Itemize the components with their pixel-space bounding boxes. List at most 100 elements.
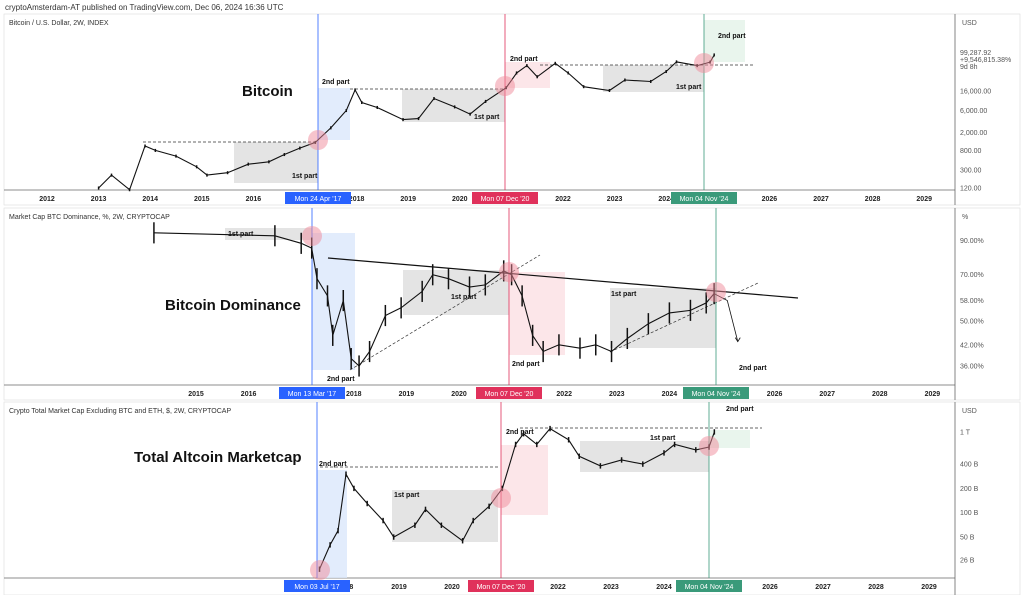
y-tick-label: 70.00% bbox=[960, 272, 984, 279]
x-tick-label: 2026 bbox=[762, 196, 778, 203]
panel-frame bbox=[3, 13, 1021, 206]
x-tick-label: 2018 bbox=[346, 391, 362, 398]
annotation-label: 2nd part bbox=[327, 376, 355, 383]
y-tick-label: 16,000.00 bbox=[960, 89, 991, 96]
date-marker-label: Mon 04 Nov '24 bbox=[685, 584, 734, 591]
y-tick-label: 42.00% bbox=[960, 342, 984, 349]
date-marker-label: Mon 13 Mar '17 bbox=[288, 391, 337, 398]
x-tick-label: 2024 bbox=[658, 196, 674, 203]
date-marker-tag bbox=[683, 387, 749, 399]
y-tick-label: 50.00% bbox=[960, 318, 984, 325]
y-tick-label: 400 B bbox=[960, 462, 979, 469]
y-tick-label: 36.00% bbox=[960, 364, 984, 371]
publish-header: cryptoAmsterdam-AT published on TradingV… bbox=[5, 3, 284, 12]
annotation-label: 2nd part bbox=[739, 365, 767, 372]
y-tick-label: 800.00 bbox=[960, 148, 982, 155]
date-marker-tag bbox=[676, 580, 742, 592]
bar-countdown-label: 9d 8h bbox=[960, 64, 978, 71]
panel-altcoin: Crypto Total Market Cap Excluding BTC an… bbox=[3, 401, 1021, 595]
date-marker-label: Mon 03 Jul '17 bbox=[294, 584, 339, 591]
x-tick-label: 2019 bbox=[391, 584, 407, 591]
date-marker-tag bbox=[671, 192, 737, 204]
x-tick-label: 2022 bbox=[555, 196, 571, 203]
annotation-label: 2nd part bbox=[512, 361, 540, 368]
highlight-circle bbox=[499, 262, 519, 282]
highlight-circle bbox=[308, 130, 328, 150]
annotation-box bbox=[580, 441, 709, 472]
annotation-box bbox=[392, 490, 498, 542]
date-marker-tag bbox=[476, 387, 542, 399]
x-tick-label: 2012 bbox=[39, 196, 55, 203]
y-tick-label: 58.00% bbox=[960, 298, 984, 305]
symbol-label: Crypto Total Market Cap Excluding BTC an… bbox=[9, 408, 231, 415]
y-tick-label: 50 B bbox=[960, 535, 975, 542]
arrow-head-icon bbox=[734, 337, 741, 343]
date-marker-tag bbox=[472, 192, 538, 204]
x-tick-label: 2022 bbox=[550, 584, 566, 591]
x-tick-label: 2019 bbox=[399, 391, 415, 398]
price-axis-unit: USD bbox=[962, 408, 977, 415]
x-tick-label: 2014 bbox=[142, 196, 158, 203]
date-marker-label: Mon 04 Nov '24 bbox=[692, 391, 741, 398]
annotation-label: 1st part bbox=[676, 84, 702, 91]
last-change-label: +9,546,815.38% bbox=[960, 57, 1011, 64]
annotation-label: 2nd part bbox=[718, 33, 746, 40]
x-tick-label: 2027 bbox=[815, 584, 831, 591]
date-marker-tag bbox=[279, 387, 345, 399]
annotation-box bbox=[403, 270, 509, 315]
highlight-circle bbox=[310, 560, 330, 580]
x-tick-label: 2028 bbox=[865, 196, 881, 203]
annotation-label: 2nd part bbox=[506, 429, 534, 436]
x-tick-label: 2023 bbox=[609, 391, 625, 398]
x-tick-label: 2028 bbox=[868, 584, 884, 591]
annotation-label: 1st part bbox=[292, 173, 318, 180]
x-tick-label: 2029 bbox=[925, 391, 941, 398]
panel-bitcoin: Bitcoin / U.S. Dollar, 2W, INDEX 1st part… bbox=[3, 13, 1021, 206]
x-tick-label: 2027 bbox=[813, 196, 829, 203]
date-marker-tag bbox=[468, 580, 534, 592]
date-marker-tag bbox=[285, 192, 351, 204]
x-tick-label: 2023 bbox=[607, 196, 623, 203]
annotation-label: 1st part bbox=[394, 492, 420, 499]
x-tick-label: 2018 bbox=[349, 196, 365, 203]
annotation-box bbox=[312, 233, 355, 370]
annotation-label: 2nd part bbox=[322, 79, 350, 86]
y-tick-label: 100 B bbox=[960, 510, 979, 517]
highlight-circle bbox=[491, 488, 511, 508]
annotation-label: 1st part bbox=[474, 114, 500, 121]
annotation-label: 1st part bbox=[611, 291, 637, 298]
date-marker-label: Mon 24 Apr '17 bbox=[295, 196, 342, 203]
x-tick-label: 2024 bbox=[656, 584, 672, 591]
annotation-label: 1st part bbox=[228, 231, 254, 238]
x-tick-label: 2019 bbox=[400, 196, 416, 203]
x-tick-label: 2020 bbox=[452, 196, 468, 203]
x-tick-label: 2026 bbox=[762, 584, 778, 591]
x-tick-label: 2026 bbox=[767, 391, 783, 398]
chart-title: Total Altcoin Marketcap bbox=[134, 449, 302, 466]
y-tick-label: 90.00% bbox=[960, 238, 984, 245]
annotation-box bbox=[234, 142, 318, 183]
y-tick-label: 300.00 bbox=[960, 167, 982, 174]
x-tick-label: 8 bbox=[349, 584, 353, 591]
y-tick-label: 1 T bbox=[960, 429, 971, 436]
y-tick-label: 6,000.00 bbox=[960, 108, 987, 115]
date-marker-label: Mon 04 Nov '24 bbox=[680, 196, 729, 203]
x-tick-label: 2022 bbox=[556, 391, 572, 398]
price-series-line bbox=[98, 54, 715, 191]
x-tick-label: 2028 bbox=[872, 391, 888, 398]
symbol-label: Market Cap BTC Dominance, %, 2W, CRYPTOC… bbox=[9, 214, 170, 221]
x-tick-label: 2015 bbox=[194, 196, 210, 203]
last-price-label: 99,287.92 bbox=[960, 50, 991, 57]
x-tick-label: 2016 bbox=[241, 391, 257, 398]
highlight-circle bbox=[706, 282, 726, 302]
date-marker-tag bbox=[284, 580, 350, 592]
x-tick-label: 2024 bbox=[662, 391, 678, 398]
y-tick-label: 200 B bbox=[960, 486, 979, 493]
annotation-label: 2nd part bbox=[319, 461, 347, 468]
annotation-label: 2nd part bbox=[726, 406, 754, 413]
y-tick-label: 2,000.00 bbox=[960, 130, 987, 137]
x-tick-label: 2016 bbox=[246, 196, 262, 203]
price-axis-unit: USD bbox=[962, 20, 977, 27]
annotation-box bbox=[318, 88, 350, 140]
highlight-circle bbox=[699, 436, 719, 456]
